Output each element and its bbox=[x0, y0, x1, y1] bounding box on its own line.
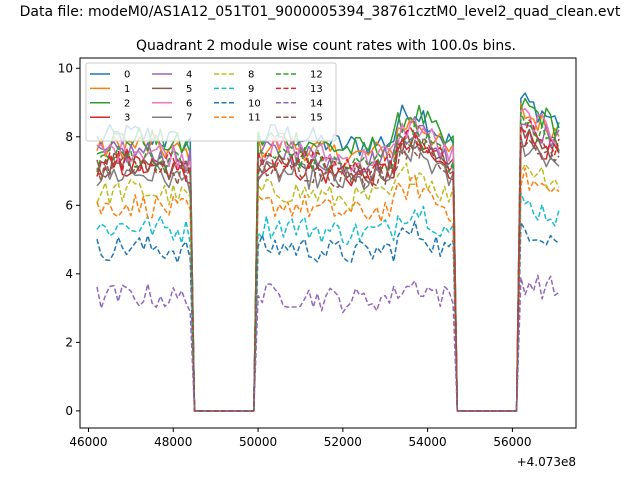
legend-label-12: 12 bbox=[310, 70, 323, 81]
legend-label-9: 9 bbox=[248, 84, 254, 95]
legend-label-7: 7 bbox=[186, 113, 192, 124]
chart-title: Quadrant 2 module wise count rates with … bbox=[136, 38, 516, 54]
x-tick-label: 48000 bbox=[154, 435, 192, 449]
page-title: Data file: modeM0/AS1A12_051T01_90000053… bbox=[19, 4, 621, 20]
y-axis: 0 2 4 6 8 10 bbox=[58, 61, 80, 418]
legend-label-0: 0 bbox=[124, 70, 130, 81]
legend-label-4: 4 bbox=[186, 70, 192, 81]
y-tick-label: 2 bbox=[65, 335, 73, 349]
legend-box bbox=[85, 62, 337, 142]
y-tick-label: 0 bbox=[65, 404, 73, 418]
legend-label-11: 11 bbox=[248, 113, 261, 124]
x-tick-label: 50000 bbox=[239, 435, 277, 449]
plot-frame bbox=[79, 57, 577, 429]
x-tick-label: 54000 bbox=[409, 435, 447, 449]
series-line-10 bbox=[96, 220, 560, 412]
legend-label-3: 3 bbox=[124, 113, 130, 124]
x-offset-label: +4.073e8 bbox=[517, 455, 576, 469]
legend-label-6: 6 bbox=[186, 98, 192, 109]
series-line-11 bbox=[96, 167, 560, 412]
legend-label-2: 2 bbox=[124, 98, 130, 109]
y-tick-label: 10 bbox=[58, 61, 73, 75]
x-axis: 46000 48000 50000 52000 54000 56000 bbox=[69, 428, 532, 449]
series-line-15 bbox=[96, 136, 560, 412]
x-tick-label: 46000 bbox=[69, 435, 107, 449]
y-tick-label: 4 bbox=[65, 267, 73, 281]
x-tick-label: 56000 bbox=[493, 435, 531, 449]
legend-label-14: 14 bbox=[310, 98, 323, 109]
legend-label-5: 5 bbox=[186, 84, 192, 95]
series-line-14 bbox=[96, 274, 560, 412]
series-layer bbox=[96, 92, 560, 412]
legend-label-13: 13 bbox=[310, 84, 323, 95]
y-tick-label: 8 bbox=[65, 130, 73, 144]
y-tick-label: 6 bbox=[65, 198, 73, 212]
legend-label-1: 1 bbox=[124, 84, 130, 95]
series-line-9 bbox=[96, 192, 560, 412]
legend-label-10: 10 bbox=[248, 98, 261, 109]
legend-label-15: 15 bbox=[310, 113, 323, 124]
legend-label-8: 8 bbox=[248, 70, 254, 81]
x-tick-label: 52000 bbox=[324, 435, 362, 449]
